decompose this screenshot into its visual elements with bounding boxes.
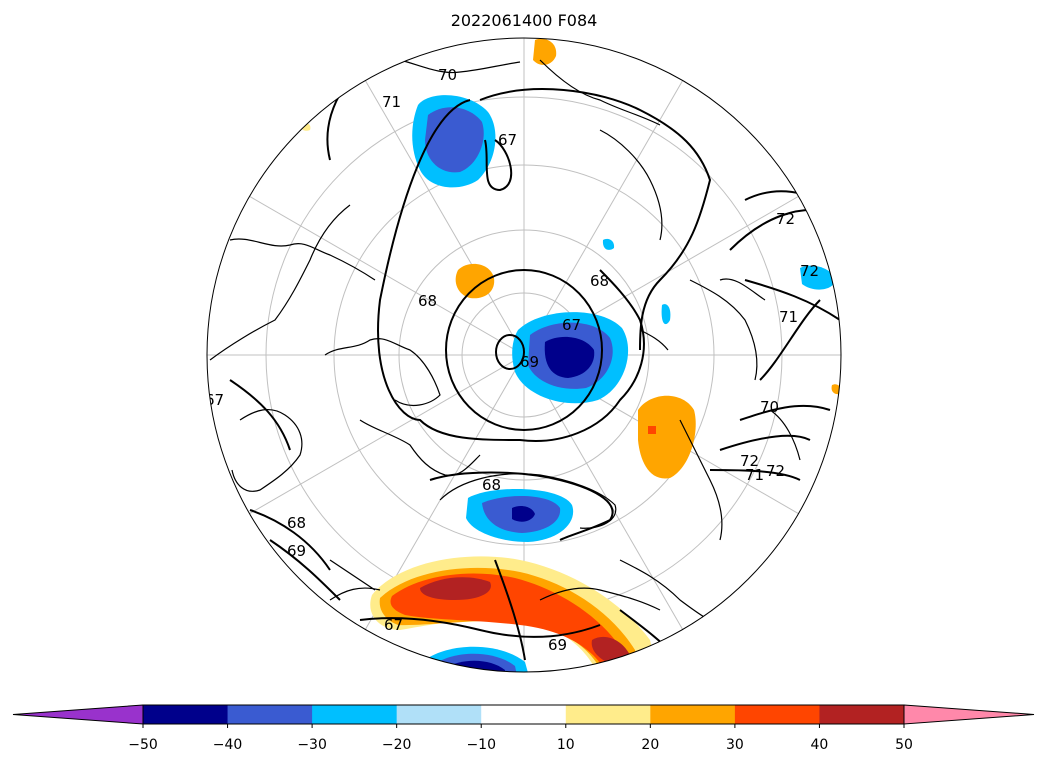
map-area: 70 71 67 72 68 68 72 71 67 69 70 71 72 6… <box>205 38 841 672</box>
colorbar-tick-label: 10 <box>557 737 575 753</box>
contour-label: 69 <box>287 542 306 560</box>
colorbar-bin <box>650 705 736 724</box>
contour-label: 67 <box>562 316 581 334</box>
colorbar-bin <box>312 705 398 724</box>
contour-label: 70 <box>438 66 457 84</box>
contour-label: 72 <box>800 262 819 280</box>
colorbar-tick-label: −50 <box>128 737 158 753</box>
contour-label: 71 <box>745 466 764 484</box>
anomaly-shading <box>301 38 841 672</box>
colorbar-tick-label: 30 <box>726 737 744 753</box>
contour-label: 69 <box>520 353 539 371</box>
colorbar-bin <box>819 705 905 724</box>
colorbar-extend-high <box>903 704 1035 725</box>
contour-label: 70 <box>760 398 779 416</box>
contour-label: 68 <box>590 272 609 290</box>
colorbar-tick-label: 20 <box>641 737 659 753</box>
colorbar-frame <box>142 704 905 725</box>
colorbar-bin <box>481 705 567 724</box>
contour-labels: 70 71 67 72 68 68 72 71 67 69 70 71 72 6… <box>205 66 819 654</box>
contour-label: 69 <box>548 636 567 654</box>
contour-label: 71 <box>382 93 401 111</box>
contour-label: 67 <box>384 616 403 634</box>
colorbar-tick-label: −10 <box>466 737 496 753</box>
colorbar-bin <box>227 705 313 724</box>
colorbar-tick-label: 40 <box>811 737 829 753</box>
colorbar-tick-label: −40 <box>213 737 243 753</box>
contour-label: 71 <box>779 308 798 326</box>
figure-title: 2022061400 F084 <box>451 11 598 30</box>
colorbar: −50 −40 −30 −20 −10 10 20 30 40 50 <box>12 704 1035 753</box>
colorbar-extend-low <box>12 704 144 725</box>
map-boundary <box>206 37 842 673</box>
colorbar-bin <box>143 705 229 724</box>
positive-anomaly-small <box>455 263 495 299</box>
contour-label: 67 <box>205 391 224 409</box>
contour-label: 72 <box>740 452 759 470</box>
positive-anomaly-east <box>638 395 696 479</box>
colorbar-bin <box>565 705 651 724</box>
colorbar-bin <box>734 705 820 724</box>
colorbar-tick-label: 50 <box>895 737 913 753</box>
contour-label: 68 <box>418 292 437 310</box>
contour-label: 67 <box>498 131 517 149</box>
contour-label: 68 <box>287 514 306 532</box>
contour-label: 68 <box>482 476 501 494</box>
colorbar-tick-label: −30 <box>297 737 327 753</box>
colorbar-bin <box>396 705 482 724</box>
contour-label: 72 <box>766 462 785 480</box>
colorbar-tick-label: −20 <box>382 737 412 753</box>
contour-label: 72 <box>776 210 795 228</box>
